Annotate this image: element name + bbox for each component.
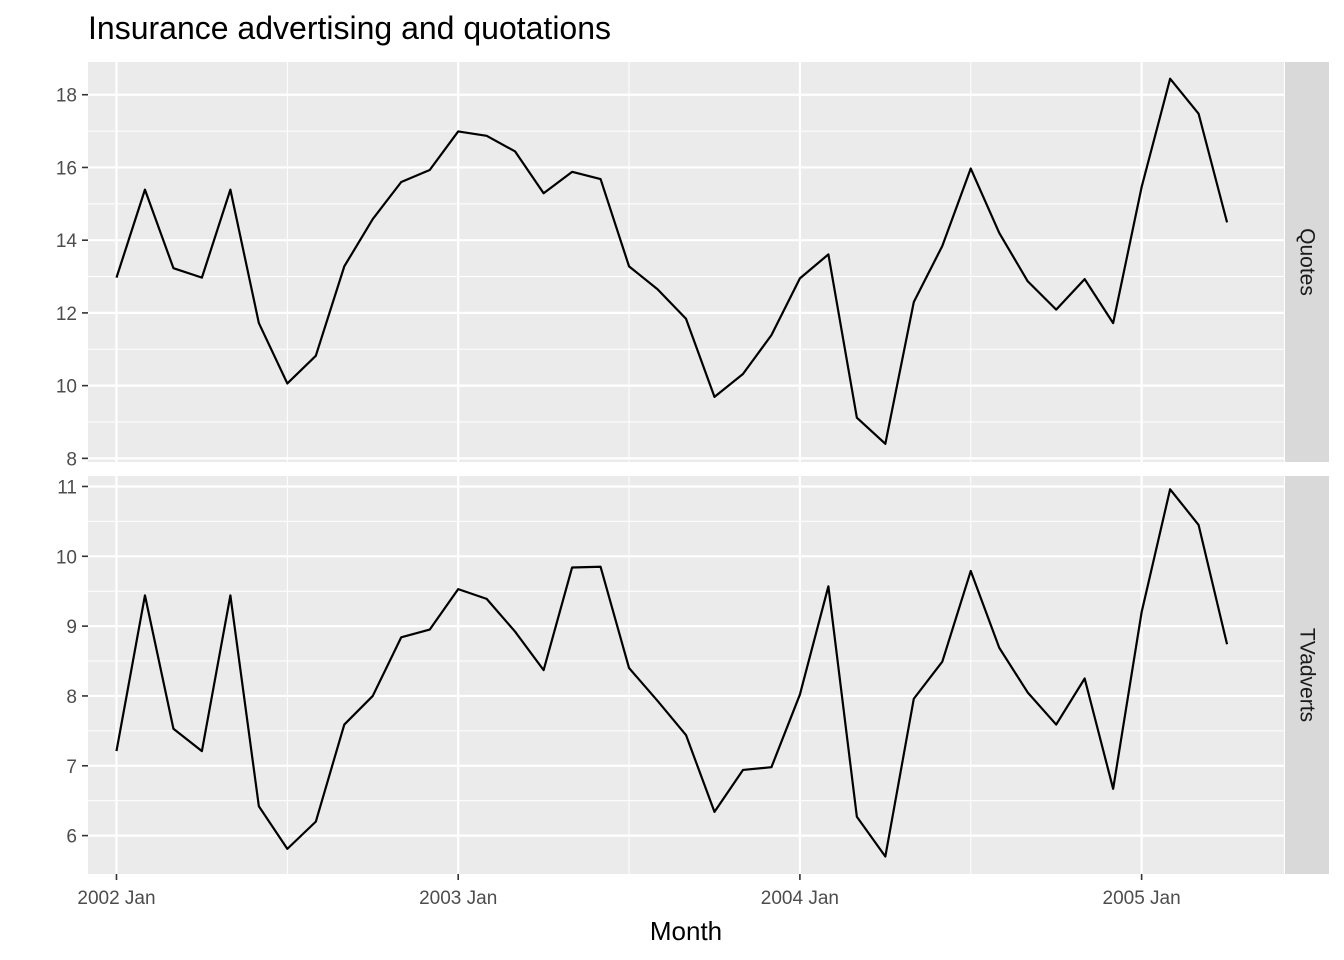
y-tick-label: 14 [56,231,78,252]
chart-title: Insurance advertising and quotations [88,10,611,46]
panel-background [88,62,1284,462]
panels: 8 10 12 14 16 18 Quotes 6 7 8 9 10 11 TVadverts [56,62,1329,874]
facet-strip-label: TVadverts [1296,628,1319,722]
y-tick-label: 7 [66,757,77,778]
y-tick-label: 8 [66,449,77,470]
y-tick-label: 18 [56,86,77,107]
y-tick-label: 9 [66,617,77,638]
y-tick-label: 11 [57,477,77,498]
panel-background [88,476,1284,874]
panel-quotes: 8 10 12 14 16 18 Quotes [56,62,1329,470]
y-tick-label: 12 [56,304,77,325]
x-tick-label: 2003 Jan [419,888,497,909]
y-tick-label: 16 [56,158,77,179]
x-tick-label: 2002 Jan [77,888,155,909]
y-tick-label: 10 [56,547,77,568]
facet-strip-label: Quotes [1296,228,1319,296]
facet-strip [1285,476,1329,874]
series-line-tvadverts [115,488,1229,858]
x-tick-label: 2004 Jan [761,888,839,909]
x-tick-label: 2005 Jan [1103,888,1181,909]
x-axis: 2002 Jan 2003 Jan 2004 Jan 2005 Jan [77,874,1181,909]
x-axis-title: Month [650,916,722,946]
series-line-quotes [115,77,1229,445]
y-tick-label: 6 [66,827,77,848]
panel-tvadverts: 6 7 8 9 10 11 TVadverts [56,476,1329,874]
y-tick-label: 10 [56,377,77,398]
facet-strip [1285,62,1329,462]
y-tick-label: 8 [66,687,77,708]
